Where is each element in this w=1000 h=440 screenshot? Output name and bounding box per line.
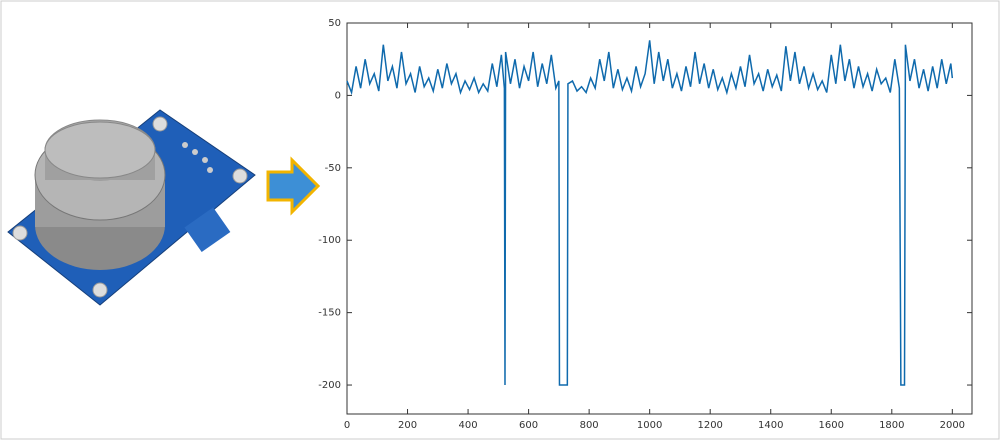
y-tick-label: 50 — [328, 18, 341, 29]
axes-box — [346, 22, 973, 415]
x-tick-label: 0 — [344, 420, 350, 431]
sensor-photo — [7, 109, 256, 306]
x-tick-label: 800 — [580, 420, 599, 431]
x-tick-label: 1800 — [879, 420, 904, 431]
x-tick-label: 400 — [459, 420, 478, 431]
x-tick-label: 1200 — [697, 420, 722, 431]
x-tick-label: 1600 — [819, 420, 844, 431]
y-tick-label: 0 — [335, 90, 341, 101]
y-tick-label: -50 — [325, 163, 341, 174]
x-tick-label: 1000 — [637, 420, 662, 431]
y-tick-label: -150 — [318, 308, 341, 319]
x-tick-label: 2000 — [940, 420, 965, 431]
x-tick-label: 600 — [519, 420, 538, 431]
x-tick-label: 1400 — [758, 420, 783, 431]
arrow — [266, 156, 321, 216]
y-tick-label: -200 — [318, 380, 341, 391]
x-tick-label: 200 — [398, 420, 417, 431]
y-tick-label: -100 — [318, 235, 341, 246]
data-line — [346, 40, 954, 386]
plot: -200 -150 -100 -50 0 50 0 200 400 600 800 1000 1200 1… — [318, 18, 973, 431]
